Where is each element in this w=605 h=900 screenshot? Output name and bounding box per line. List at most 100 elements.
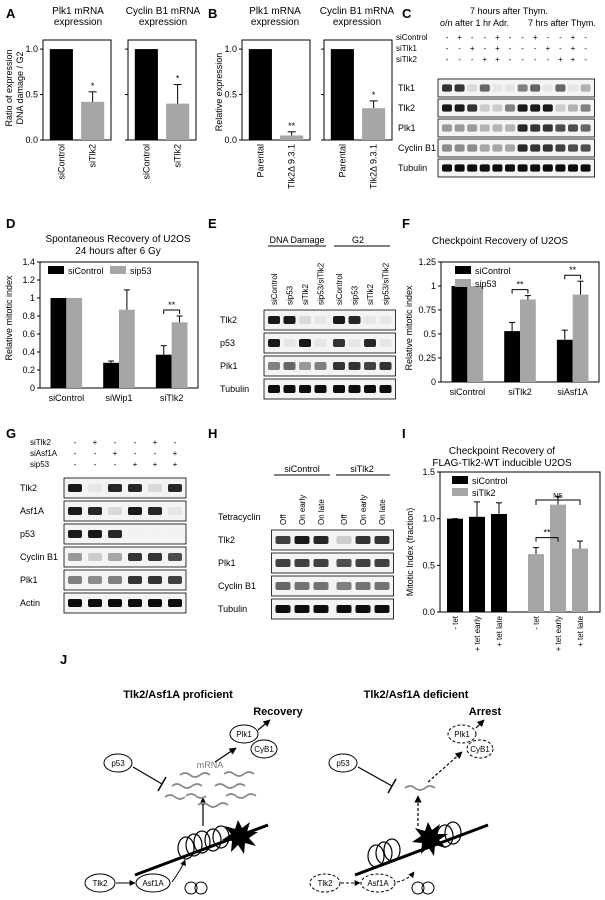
c-row-sign: +	[495, 33, 500, 42]
c-row-label: siTlk1	[396, 44, 417, 53]
significance-label: *	[91, 81, 95, 91]
significance-bracket	[564, 274, 582, 280]
e-band	[314, 339, 327, 347]
y-tick-label: 0	[30, 383, 35, 393]
c-band	[568, 104, 578, 112]
panel-letter-j: J	[60, 652, 67, 667]
j-mrna-wave-right	[404, 785, 436, 791]
x-tick-label: siAsf1A	[557, 387, 588, 397]
h-band	[275, 559, 291, 567]
j-mrna-label: mRNA	[197, 760, 224, 770]
h-band	[336, 605, 352, 613]
significance-bracket	[163, 309, 181, 314]
g-band	[68, 484, 82, 492]
x-tick-label: + tet late	[576, 615, 585, 646]
g-band	[148, 599, 162, 607]
c-band	[492, 84, 503, 92]
panel-letter-c: C	[402, 6, 412, 21]
h-band	[355, 559, 371, 567]
x-tick-label: + tet late	[495, 615, 504, 646]
western-blot-c: siControl - + - - + - - + - - + -siTlk1- - + - + - - - + - + -s…	[396, 33, 596, 178]
e-band	[268, 385, 280, 393]
bar	[280, 135, 304, 140]
c-row-sign: -	[584, 44, 587, 53]
legend-label: sip53	[130, 266, 152, 276]
chart-i: 0.0 0.5 1.0 1.5 - tet + tet early + tet late - …	[422, 467, 601, 651]
j-arrest-arrow	[475, 719, 485, 729]
c-strip	[437, 98, 596, 118]
g-band-label: Actin	[20, 598, 40, 608]
a-ylabel-2: DNA damage / G2	[15, 51, 25, 124]
e-band	[364, 362, 376, 370]
c-band-label: Tlk2	[398, 103, 415, 113]
j-arrest-label: Arrest	[469, 706, 502, 718]
bar	[134, 49, 158, 140]
e-band-label: p53	[220, 338, 235, 348]
g-band	[168, 484, 182, 492]
bar	[166, 103, 190, 140]
bar	[469, 516, 485, 612]
c-band	[530, 164, 541, 172]
c-band	[467, 164, 478, 172]
b-left-title-2: expression	[251, 17, 299, 28]
e-band	[283, 339, 296, 347]
e-lane-label: sip53/siTlk2	[317, 262, 326, 305]
e-band	[283, 362, 296, 370]
j-proficient-diagram: Tlk2 Asf1A mRNA p53 Plk1 CyB1	[84, 719, 278, 895]
j-cyb1-node-left	[250, 739, 278, 759]
c-row-sign: -	[509, 55, 512, 64]
plot-frame	[42, 39, 112, 141]
g-row-label: siAsf1A	[30, 449, 58, 458]
panel-letter-g: G	[6, 426, 16, 441]
a-right-title-1: Cyclin B1 mRNA	[126, 6, 201, 17]
g-band	[148, 576, 162, 584]
h-band	[294, 605, 310, 613]
x-tick-label: siControl	[56, 144, 66, 180]
h-band	[374, 582, 390, 590]
j-tlk2-label-left: Tlk2	[92, 879, 108, 888]
e-band	[379, 385, 392, 393]
j-damage-burst-right	[412, 822, 448, 856]
g-row-sign: +	[93, 438, 98, 447]
j-p53-label-left: p53	[111, 759, 125, 768]
c-band	[530, 104, 541, 112]
e-band	[268, 339, 280, 347]
g-row-sign: -	[114, 438, 117, 447]
c-band	[454, 144, 465, 152]
y-tick-label: 0.5	[423, 329, 436, 339]
x-tick-label: siControl	[49, 393, 85, 403]
g-band-label: p53	[20, 529, 35, 539]
x-tick-label: siWip1	[105, 393, 132, 403]
c-strip	[437, 158, 596, 178]
y-tick-label: 1	[30, 293, 35, 303]
c-row-sign: -	[509, 33, 512, 42]
c-band	[530, 124, 541, 132]
c-band	[530, 84, 541, 92]
y-tick-label: 0.0	[224, 135, 237, 145]
g-row-sign: -	[134, 449, 137, 458]
x-tick-label: siControl	[450, 387, 486, 397]
legend-swatch	[452, 488, 468, 496]
panel-letter-i: I	[402, 426, 406, 441]
c-row-sign: -	[471, 33, 474, 42]
j-tlk2-node-left	[84, 873, 116, 893]
c-band	[542, 104, 553, 112]
j-histone-left-1	[184, 881, 198, 895]
h-band	[313, 559, 329, 567]
c-band	[479, 144, 490, 152]
h-treat-label: Tetracyclin	[218, 512, 261, 522]
c-row-sign: +	[571, 55, 576, 64]
bar	[171, 322, 188, 388]
a-ylabel-1: Ratio of expression	[4, 49, 14, 126]
j-cyb1-label-left: CyB1	[254, 745, 274, 754]
g-band	[68, 576, 82, 584]
g-row-sign: +	[113, 449, 118, 458]
g-band	[128, 484, 142, 492]
g-row-sign: -	[74, 438, 77, 447]
c-row-sign: +	[495, 44, 500, 53]
h-strip	[271, 575, 394, 597]
panel-letter-b: B	[208, 6, 217, 21]
bar	[81, 101, 105, 140]
c-band	[517, 124, 528, 132]
